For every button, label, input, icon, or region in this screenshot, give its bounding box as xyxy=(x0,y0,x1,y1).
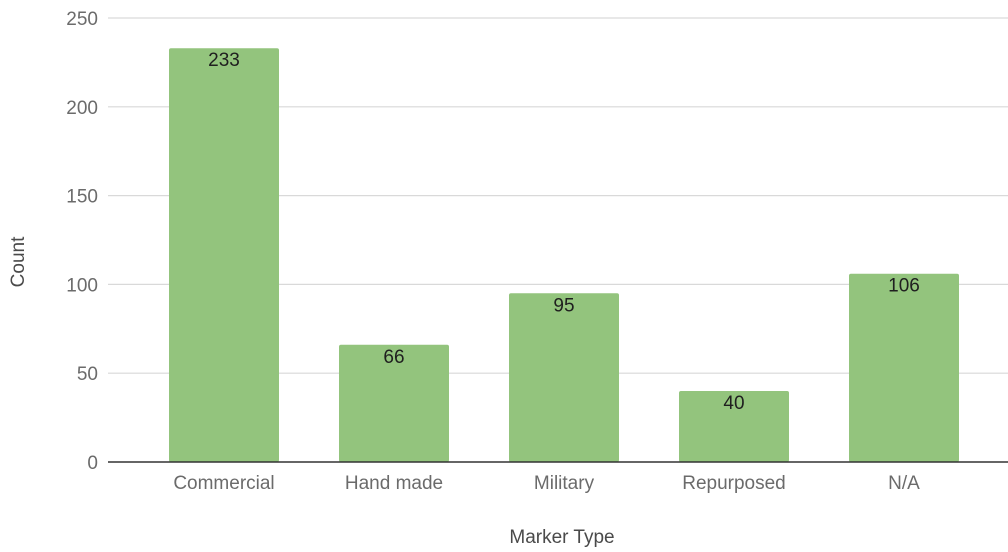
bars xyxy=(169,48,959,462)
x-axis-ticks: Commercial Hand made Military Repurposed N/A xyxy=(173,473,920,494)
data-label-n-a: 106 xyxy=(888,276,920,297)
x-tick-label-n-a: N/A xyxy=(888,473,920,494)
y-tick-label-100: 100 xyxy=(66,275,98,296)
y-tick-label-200: 200 xyxy=(66,98,98,119)
bar-commercial xyxy=(169,48,279,462)
bar-n-a xyxy=(849,273,959,462)
data-label-hand-made: 66 xyxy=(383,347,404,368)
bar-repurposed xyxy=(679,390,789,462)
data-labels: 233 66 95 40 106 xyxy=(208,50,920,414)
y-tick-label-150: 150 xyxy=(66,187,98,208)
x-tick-label-commercial: Commercial xyxy=(173,473,274,494)
bar-military xyxy=(509,293,619,462)
x-tick-label-military: Military xyxy=(534,473,595,494)
y-tick-label-250: 250 xyxy=(66,9,98,30)
x-tick-label-repurposed: Repurposed xyxy=(682,473,786,494)
y-axis-title: Count xyxy=(8,236,29,287)
data-label-repurposed: 40 xyxy=(723,393,744,414)
y-axis-ticks: 0 50 100 150 200 250 xyxy=(66,9,98,474)
y-tick-label-50: 50 xyxy=(77,364,98,385)
data-label-military: 95 xyxy=(553,295,574,316)
y-tick-label-0: 0 xyxy=(87,453,98,474)
x-tick-label-hand-made: Hand made xyxy=(345,473,443,494)
data-label-commercial: 233 xyxy=(208,50,240,71)
bar-hand-made xyxy=(339,344,449,462)
x-axis-title: Marker Type xyxy=(509,527,614,548)
